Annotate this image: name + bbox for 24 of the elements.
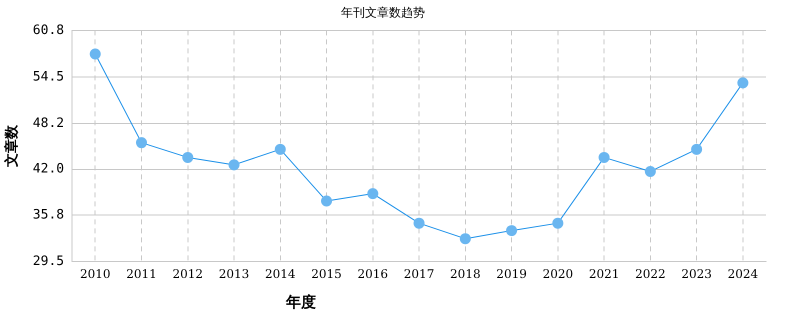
x-axis-title: 年度 [285,292,316,311]
y-tick-label: 35.8 [32,207,64,222]
x-tick-label: 2024 [728,266,758,281]
x-tick-label: 2022 [635,266,666,281]
x-tick-label: 2018 [450,266,481,281]
x-tick-label: 2023 [681,266,712,281]
x-tick-label: 2013 [218,266,250,281]
chart-title: 年刊文章数趋势 [341,5,425,20]
x-tick-label: 2012 [172,266,204,281]
x-tick-label: 2016 [358,266,388,281]
x-tick-label: 2011 [126,266,157,281]
x-tick-label: 2014 [265,266,296,281]
x-tick-label: 2019 [496,266,527,281]
x-tick-label: 2021 [588,266,620,281]
y-tick-label: 54.5 [32,69,64,84]
y-tick-label: 29.5 [32,254,64,269]
y-tick-label: 60.8 [32,22,64,38]
y-axis-title: 文章数 [3,124,20,168]
y-tick-label: 42.0 [32,162,64,177]
x-tick-label: 2010 [80,266,111,281]
x-tick-label: 2020 [542,266,574,281]
x-tick-label: 2015 [311,266,342,281]
y-tick-label: 48.2 [32,116,64,131]
x-tick-label: 2017 [404,266,434,281]
